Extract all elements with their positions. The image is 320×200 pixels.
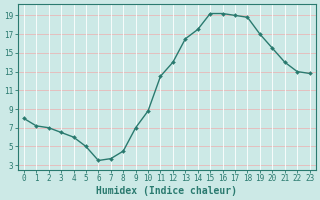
X-axis label: Humidex (Indice chaleur): Humidex (Indice chaleur) bbox=[96, 186, 237, 196]
